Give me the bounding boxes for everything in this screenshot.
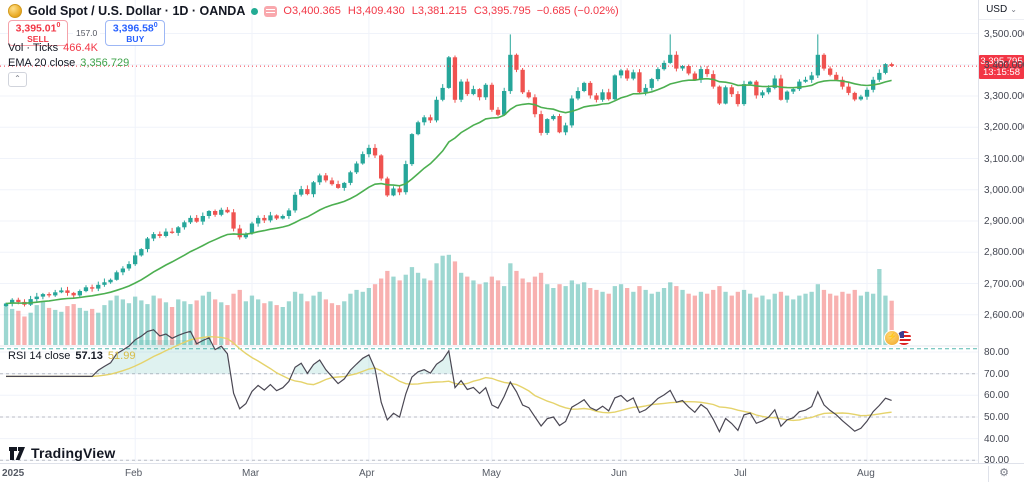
chevron-down-icon: ⌄ <box>1010 5 1017 14</box>
time-axis-label: Jul <box>734 468 747 479</box>
volume-legend[interactable]: Vol · Ticks 466.4K <box>8 42 98 54</box>
tradingview-logo[interactable]: TradingView <box>8 445 115 461</box>
price-axis-label: 2,900.000 <box>984 216 1024 227</box>
currency-label: USD <box>986 4 1008 15</box>
time-axis-label: Apr <box>359 468 375 479</box>
price-axis-label: 3,300.000 <box>984 91 1024 102</box>
symbol-legend[interactable]: Gold Spot / U.S. Dollar · 1D · OANDA O3,… <box>8 3 619 19</box>
symbol-title[interactable]: Gold Spot / U.S. Dollar · 1D · OANDA <box>28 4 246 18</box>
ohlc-values: O3,400.365 H3,409.430 L3,381.215 C3,395.795 <box>283 5 530 17</box>
ema-line <box>5 77 892 305</box>
price-axis-label: 2,600.000 <box>984 310 1024 321</box>
rsi-axis-label: 30.00 <box>984 455 1010 466</box>
rsi-legend-label: RSI 14 close <box>8 350 71 362</box>
rsi-legend-value: 57.13 <box>75 350 103 362</box>
price-axis-label: 3,500.000 <box>984 29 1024 40</box>
sell-price-sup: 0 <box>56 22 61 29</box>
rsi-ma-line <box>6 335 892 422</box>
price-axis-label: 3,000.000 <box>984 185 1024 196</box>
time-axis-label: Mar <box>242 468 260 479</box>
price-axis-label: 3,200.000 <box>984 122 1024 133</box>
news-feed-icon[interactable] <box>264 5 278 17</box>
time-axis-label: Jun <box>611 468 628 479</box>
gold-coin-icon <box>8 4 22 18</box>
volume-series <box>3 254 894 346</box>
ema-legend-label: EMA 20 close <box>8 57 76 69</box>
volume-legend-label: Vol · Ticks <box>8 42 59 54</box>
rsi-legend[interactable]: RSI 14 close 57.13 51.99 <box>8 350 135 362</box>
spread-value: 157.0 <box>73 27 101 40</box>
ohlc-item: H3,409.430 <box>347 5 405 17</box>
price-axis-label: 3,100.000 <box>984 154 1024 165</box>
ohlc-item: L3,381.215 <box>411 5 467 17</box>
price-axis-label: 3,400.000 <box>984 60 1024 71</box>
last-price-badge: 3,395.795 13:15:58 <box>979 55 1024 79</box>
ohlc-item: O3,400.365 <box>283 5 341 17</box>
rsi-ma-legend-value: 51.99 <box>107 350 136 362</box>
volume-legend-value: 466.4K <box>63 42 98 54</box>
ema-legend-value: 3,356.729 <box>80 57 130 69</box>
price-axis-label: 2,700.000 <box>984 279 1024 290</box>
ema-legend[interactable]: EMA 20 close 3,356.729 <box>8 57 129 69</box>
currency-selector[interactable]: USD ⌄ <box>979 0 1024 20</box>
change-value: −0.685 (−0.02%) <box>536 5 619 17</box>
buy-price-sup: 0 <box>153 22 158 29</box>
trade-panel: 3,395.010 SELL 157.0 3,396.580 BUY <box>8 20 166 47</box>
rsi-axis-label: 50.00 <box>984 412 1010 423</box>
buy-button[interactable]: 3,396.580 BUY <box>105 20 166 47</box>
ohlc-item: C3,395.795 <box>473 5 531 17</box>
buy-price: 3,396.58 <box>112 22 154 35</box>
collapse-legend-button[interactable]: ⌃ <box>8 72 27 87</box>
sell-price: 3,395.01 <box>15 22 57 35</box>
buy-label: BUY <box>126 33 145 44</box>
market-open-dot-icon <box>251 7 259 15</box>
bar-countdown: 13:15:58 <box>983 67 1020 78</box>
tradingview-logo-text: TradingView <box>31 445 116 461</box>
sell-label: SELL <box>27 33 49 44</box>
time-axis-label: 2025 <box>2 468 25 479</box>
chart-canvas[interactable] <box>0 0 978 463</box>
gear-icon[interactable]: ⚙ <box>988 466 1019 482</box>
last-price-value: 3,395.795 <box>980 56 1023 67</box>
symbol-pair-logos <box>884 330 912 346</box>
time-axis[interactable]: ⚙ 2025 Feb Mar Apr May Jun Jul Aug <box>0 463 1024 483</box>
rsi-axis-label: 70.00 <box>984 369 1010 380</box>
price-axis[interactable]: USD ⌄ 3,395.795 13:15:58 3,500.000 3,400.… <box>978 0 1024 466</box>
rsi-axis-label: 40.00 <box>984 434 1010 445</box>
tradingview-mark-icon <box>9 446 25 460</box>
rsi-axis-label: 60.00 <box>984 390 1010 401</box>
candles-series <box>3 34 894 307</box>
usd-flag-icon <box>896 330 912 346</box>
time-axis-label: Aug <box>857 468 875 479</box>
price-axis-label: 2,800.000 <box>984 247 1024 258</box>
sell-button[interactable]: 3,395.010 SELL <box>8 20 68 47</box>
time-axis-label: May <box>482 468 501 479</box>
time-axis-label: Feb <box>125 468 143 479</box>
gold-symbol-icon <box>884 330 900 346</box>
rsi-line <box>6 329 892 434</box>
rsi-axis-label: 80.00 <box>984 347 1010 358</box>
